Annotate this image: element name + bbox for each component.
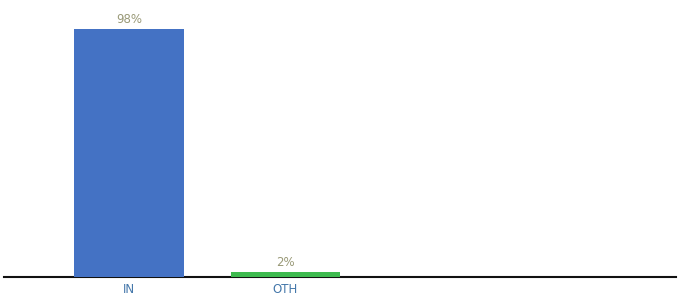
Text: 98%: 98% (116, 14, 142, 26)
Bar (74, 29, 184, 277)
Bar (231, 272, 340, 277)
Text: 2%: 2% (276, 256, 294, 269)
